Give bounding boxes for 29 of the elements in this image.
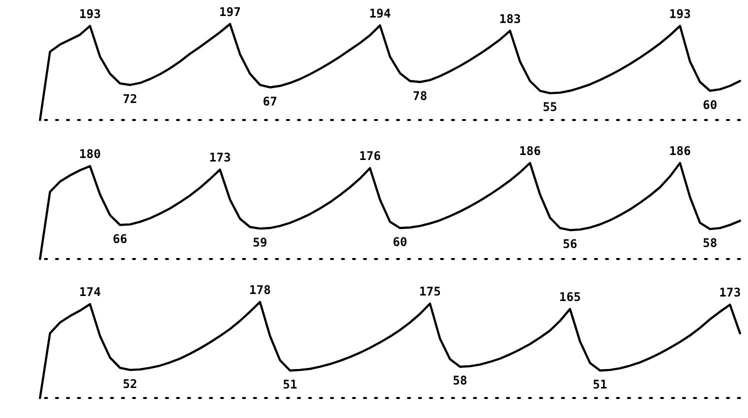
data-label: 197	[219, 5, 241, 19]
data-label: 58	[702, 236, 718, 250]
data-label: 60	[702, 98, 718, 112]
data-label: 175	[419, 284, 441, 299]
data-label: 78	[412, 88, 428, 103]
data-label: 173	[209, 150, 231, 165]
data-label: 186	[519, 144, 541, 158]
data-label: 51	[592, 377, 608, 392]
data-label: 173	[719, 286, 741, 300]
data-label: 56	[562, 237, 578, 252]
data-label: 67	[262, 94, 278, 108]
data-label: 66	[112, 232, 128, 246]
data-label: 194	[369, 6, 391, 20]
data-label: 174	[79, 285, 101, 300]
data-label: 72	[122, 92, 138, 106]
data-label: 55	[542, 100, 558, 114]
data-label: 51	[282, 377, 298, 392]
data-label: 193	[79, 6, 101, 21]
data-label: 60	[392, 235, 408, 250]
data-label: 180	[79, 147, 101, 162]
data-label: 165	[559, 290, 581, 304]
data-label: 59	[252, 236, 268, 250]
data-label: 178	[249, 283, 271, 297]
data-label: 183	[499, 12, 521, 26]
data-label: 193	[669, 6, 691, 21]
data-label: 176	[359, 149, 381, 164]
data-label: 58	[452, 374, 468, 388]
data-label: 186	[669, 144, 691, 158]
data-label: 52	[122, 376, 138, 391]
